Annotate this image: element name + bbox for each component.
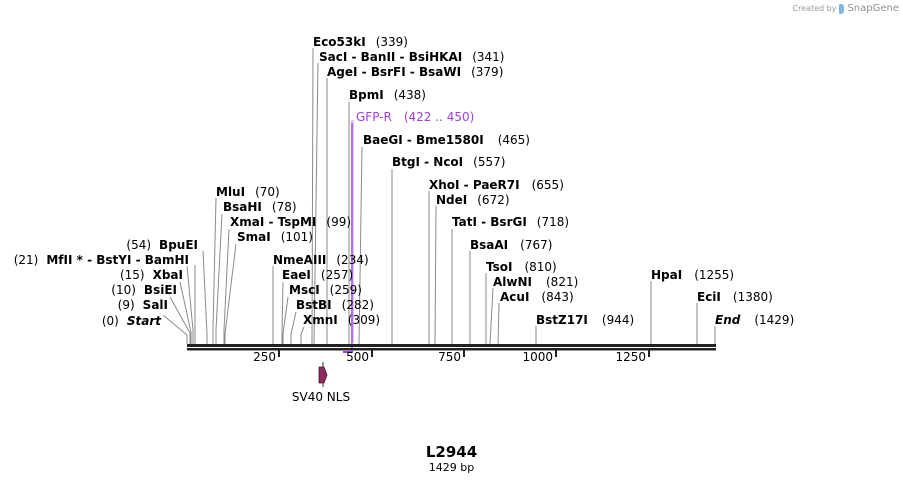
cutline-bstbi	[290, 311, 297, 344]
site-smai[interactable]: SmaI (101)	[237, 230, 313, 244]
dna-backbone	[187, 344, 716, 351]
cutline-alwni	[489, 287, 494, 345]
cutline-smai	[224, 243, 237, 344]
cutline-xmai	[223, 228, 230, 344]
cutline-bsahi	[215, 213, 223, 344]
site-baegi-bme1580i[interactable]: BaeGI - Bme1580I (465)	[363, 133, 530, 147]
cutline-acui	[497, 302, 500, 345]
feature-sv40-nls[interactable]: SV40 NLS	[292, 362, 350, 404]
site-bsaai[interactable]: BsaAI (767)	[470, 238, 552, 252]
axis-ticks	[278, 350, 650, 357]
site-agei-bsrfi-bsawi[interactable]: AgeI - BsrFI - BsaWI (379)	[327, 65, 503, 79]
site-eaei[interactable]: EaeI (257)	[282, 268, 353, 282]
left-labels: (0) Start (9) SalI (10) BsiEI (15) XbaI (21)…	[14, 238, 198, 328]
cutline-eaei	[281, 281, 284, 344]
cutline-start	[162, 314, 188, 344]
axis-labels: 250 500 750 1000 1250	[253, 350, 646, 364]
construct-length: 1429 bp	[428, 461, 475, 474]
cut-lines	[162, 47, 716, 345]
site-start[interactable]: (0) Start	[102, 314, 162, 328]
cutline-ndei	[434, 205, 437, 345]
site-hpai[interactable]: HpaI (1255)	[651, 268, 734, 282]
site-xmni[interactable]: XmnI (309)	[303, 313, 380, 327]
site-bstbi[interactable]: BstBI (282)	[296, 298, 374, 312]
site-mlui[interactable]: MluI (70)	[216, 185, 280, 199]
site-bpuei[interactable]: (54) BpuEI	[126, 238, 198, 252]
cutline-baegi	[358, 146, 363, 345]
site-ecii[interactable]: EciI (1380)	[697, 290, 773, 304]
primer-gfp-r[interactable]	[343, 120, 354, 353]
tick-label: 1000	[522, 350, 553, 364]
cutline-xmni	[300, 326, 305, 344]
site-alwni[interactable]: AlwNI (821)	[493, 275, 578, 289]
feature-arrow-icon	[318, 366, 328, 384]
tick-label: 750	[438, 350, 461, 364]
cutline-bsiei	[179, 281, 192, 344]
site-bsahi[interactable]: BsaHI (78)	[223, 200, 297, 214]
site-xmai-tspmi[interactable]: XmaI - TspMI (99)	[230, 215, 351, 229]
cutline-xbai	[186, 265, 194, 344]
cutline-mlui	[212, 197, 217, 344]
site-tsoi[interactable]: TsoI (810)	[486, 260, 557, 274]
tick-label: 250	[253, 350, 276, 364]
site-xbai[interactable]: (15) XbaI	[120, 268, 183, 282]
right-labels: MluI (70) BsaHI (78) XmaI - TspMI (99) SmaI…	[216, 35, 794, 327]
snapgene-credit: Created by SnapGene	[792, 3, 899, 14]
site-end[interactable]: End (1429)	[715, 313, 794, 327]
site-btgi-ncoi[interactable]: BtgI - NcoI (557)	[392, 155, 505, 169]
site-ndei[interactable]: NdeI (672)	[436, 193, 510, 207]
site-bsiei[interactable]: (10) BsiEI	[111, 283, 177, 297]
tick-label: 1250	[615, 350, 646, 364]
cutline-eco53ki	[311, 47, 314, 345]
tick-label: 500	[346, 350, 369, 364]
credit-prefix: Created by	[792, 4, 837, 13]
site-saci-banii-bsihkai[interactable]: SacI - BanII - BsiHKAI (341)	[319, 50, 504, 64]
site-sali[interactable]: (9) SalI	[118, 298, 168, 312]
site-eco53ki[interactable]: Eco53kI (339)	[313, 35, 408, 49]
site-acui[interactable]: AcuI (843)	[500, 290, 574, 304]
cutline-bpuei	[202, 250, 208, 344]
site-tati-bsrgi[interactable]: TatI - BsrGI (718)	[452, 215, 569, 229]
construct-name: L2944	[425, 443, 478, 461]
site-nmeaiii[interactable]: NmeAIII (234)	[273, 253, 369, 267]
site-xhoi-paer7i[interactable]: XhoI - PaeR7I (655)	[429, 178, 564, 192]
feature-label: SV40 NLS	[292, 390, 350, 404]
snapgene-logo-icon	[839, 3, 845, 14]
credit-brand: SnapGene	[847, 3, 899, 14]
site-msci[interactable]: MscI (259)	[289, 283, 362, 297]
site-mfii-bstyi-bamhi[interactable]: (21) MfII * - BstYI - BamHI	[14, 253, 189, 267]
primer-label[interactable]: GFP-R (422 .. 450)	[356, 110, 474, 124]
site-bpmi[interactable]: BpmI (438)	[349, 88, 426, 102]
cutline-msci	[282, 296, 289, 344]
cutline-saci	[313, 62, 319, 345]
cutline-sali	[169, 296, 191, 344]
site-bstz17i[interactable]: BstZ17I (944)	[536, 313, 634, 327]
